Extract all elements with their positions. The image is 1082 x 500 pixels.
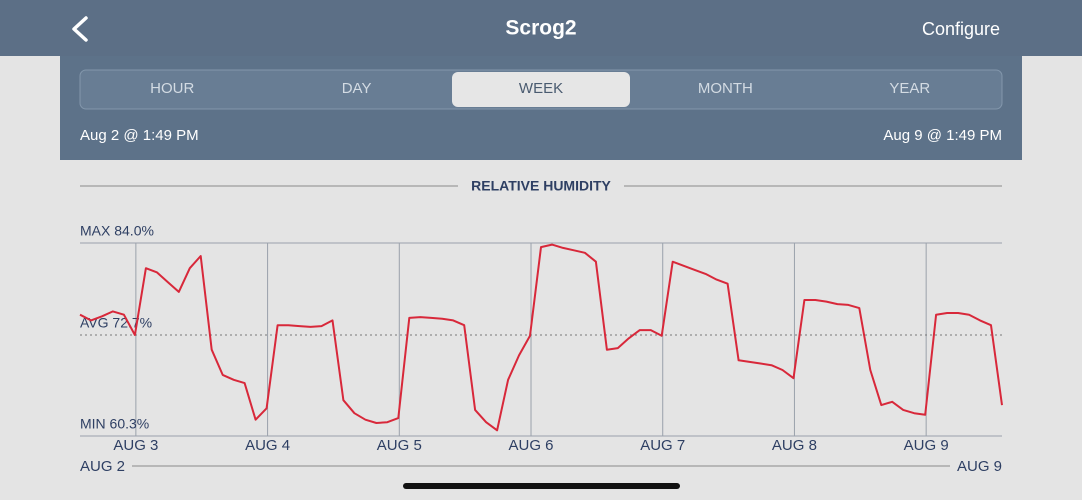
y-tick-label: MIN 60.3% bbox=[80, 416, 149, 432]
back-button[interactable] bbox=[72, 16, 88, 42]
tab[interactable]: DAY bbox=[342, 80, 372, 97]
configure-button[interactable]: Configure bbox=[922, 19, 1000, 39]
x-tick-label: AUG 4 bbox=[245, 437, 290, 454]
x-tick-label: AUG 3 bbox=[113, 437, 158, 454]
x-tick-label: AUG 9 bbox=[904, 437, 949, 454]
chart-title: RELATIVE HUMIDITY bbox=[471, 178, 611, 194]
tab[interactable]: MONTH bbox=[698, 80, 753, 97]
range-label: AUG 2 bbox=[80, 458, 125, 475]
nav-bar bbox=[0, 0, 1082, 56]
x-tick-label: AUG 7 bbox=[640, 437, 685, 454]
range-end: Aug 9 @ 1:49 PM bbox=[883, 127, 1002, 144]
tab[interactable]: YEAR bbox=[889, 80, 930, 97]
y-tick-label: MAX 84.0% bbox=[80, 223, 154, 239]
tab[interactable]: WEEK bbox=[519, 80, 563, 97]
range-label: AUG 9 bbox=[957, 458, 1002, 475]
tab-selected-bg bbox=[452, 72, 630, 107]
home-indicator bbox=[403, 483, 680, 489]
x-tick-label: AUG 6 bbox=[509, 437, 554, 454]
x-tick-label: AUG 5 bbox=[377, 437, 422, 454]
x-tick-label: AUG 8 bbox=[772, 437, 817, 454]
humidity-line bbox=[79, 243, 1003, 432]
y-tick-label: AVG 72.7% bbox=[80, 315, 152, 331]
nav-title: Scrog2 bbox=[505, 17, 576, 40]
tab[interactable]: HOUR bbox=[150, 80, 194, 97]
range-start: Aug 2 @ 1:49 PM bbox=[80, 127, 199, 144]
